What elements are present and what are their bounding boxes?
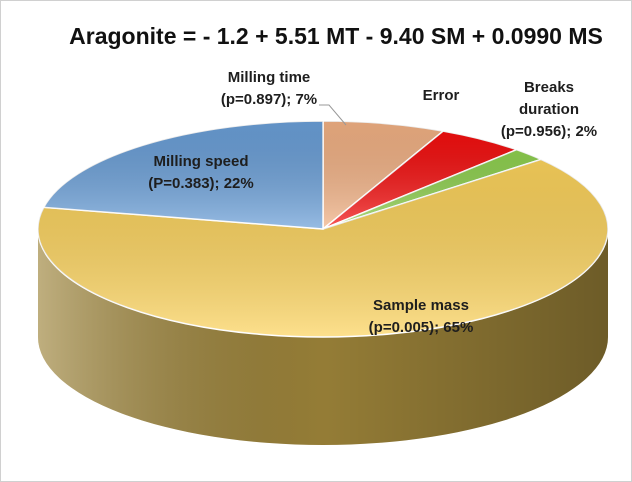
category-label: Milling speed bbox=[153, 153, 249, 170]
value-label: (P=0.383); 22% bbox=[148, 175, 254, 192]
leader-line bbox=[319, 104, 347, 126]
slice-shade bbox=[43, 121, 323, 229]
value-label: (p=0.005); 65% bbox=[368, 319, 474, 336]
chart-title: Aragonite = - 1.2 + 5.51 MT - 9.40 SM + … bbox=[69, 23, 603, 49]
slice-shade bbox=[323, 131, 517, 229]
value-label: (p=0.956); 2% bbox=[500, 123, 598, 140]
label-line: Error bbox=[381, 85, 501, 107]
slice-label: Milling time (p=0.897); 7% bbox=[199, 67, 339, 111]
slice-shade bbox=[37, 159, 608, 338]
slice-label: Milling speed (P=0.383); 22% bbox=[121, 151, 281, 195]
slice-label: Breaks duration (p=0.956); 2% bbox=[494, 77, 604, 143]
slice-label: Sample mass (p=0.005); 65% bbox=[336, 295, 506, 339]
category-label: Milling time bbox=[227, 69, 311, 86]
category-label: Sample mass bbox=[373, 297, 469, 314]
category-label: Breaks duration bbox=[519, 79, 579, 118]
slice-shade bbox=[323, 149, 542, 229]
category-label: Error bbox=[422, 87, 460, 104]
slice-shade bbox=[323, 121, 444, 229]
value-label: (p=0.897); 7% bbox=[220, 91, 318, 108]
slice-label: Error bbox=[381, 85, 501, 107]
